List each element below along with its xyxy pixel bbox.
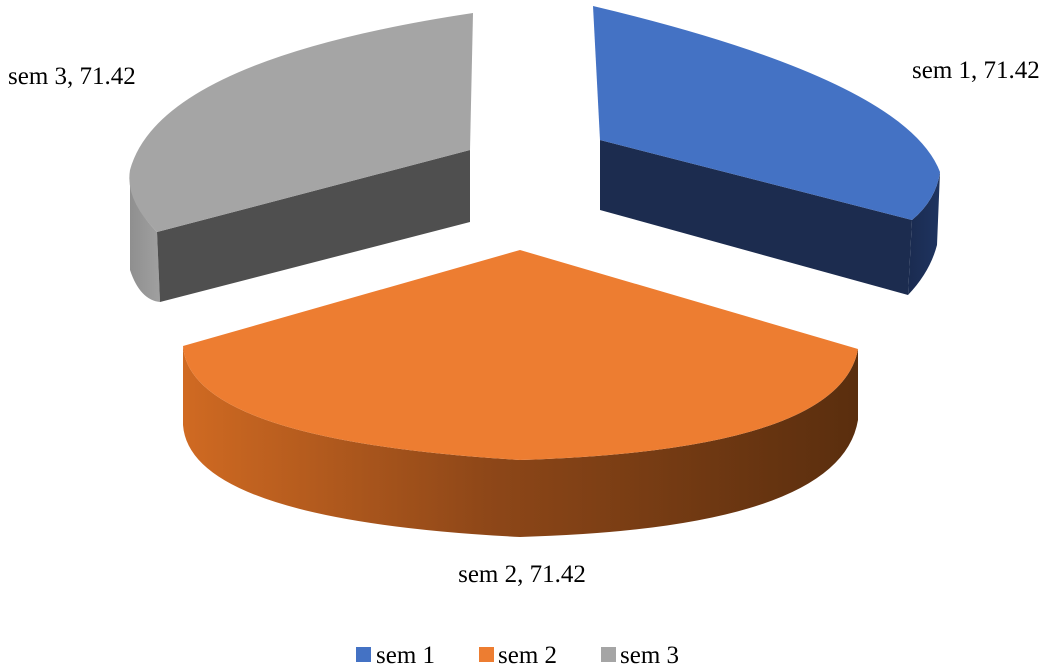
legend-swatch-sem-3 (601, 647, 616, 662)
slice-sem-3-side (157, 150, 470, 302)
legend-item-sem-3: sem 3 (601, 642, 679, 669)
legend-swatch-sem-1 (356, 647, 371, 662)
legend-label-sem-3: sem 3 (620, 642, 679, 669)
slice-sem-1-side (600, 140, 912, 295)
slice-sem-3-rim (130, 180, 160, 302)
slice-sem-3-top (129, 13, 473, 232)
pie-slice-sem-3 (129, 13, 473, 302)
pie-slice-sem-2 (183, 250, 858, 537)
slice-sem-2-top (183, 250, 858, 460)
slice-sem-1-top (593, 6, 940, 220)
slice-sem-1-rim (908, 172, 940, 295)
legend-label-sem-1: sem 1 (376, 642, 435, 669)
data-label-sem-2: sem 2, 71.42 (458, 561, 586, 588)
slice-sem-2-rim (183, 346, 858, 537)
data-label-sem-3: sem 3, 71.42 (8, 63, 136, 90)
legend-item-sem-1: sem 1 (356, 642, 435, 669)
legend: sem 1 sem 2 sem 3 (356, 642, 679, 669)
pie-slice-sem-1 (593, 6, 940, 295)
legend-swatch-sem-2 (479, 647, 494, 662)
data-label-sem-1: sem 1, 71.42 (912, 57, 1040, 84)
legend-label-sem-2: sem 2 (498, 642, 557, 669)
legend-item-sem-2: sem 2 (479, 642, 557, 669)
